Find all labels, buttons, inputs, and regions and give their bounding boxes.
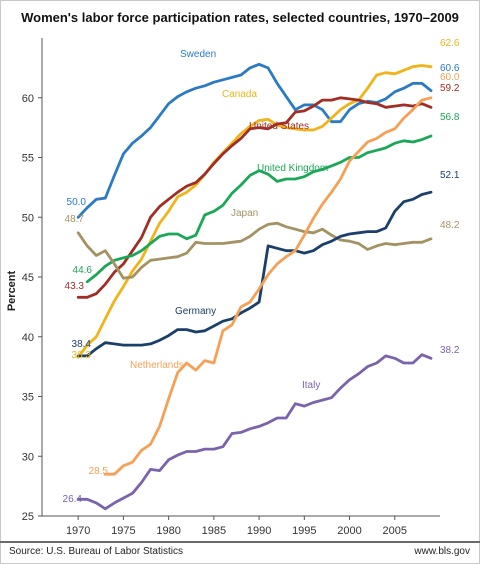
series-name-label-japan: Japan	[231, 208, 258, 219]
x-tick-label: 1985	[202, 525, 226, 537]
series-line-italy	[76, 353, 433, 511]
end-value-label-italy: 38.2	[440, 345, 460, 356]
x-tick-label: 1995	[292, 525, 316, 537]
series-line-sweden	[76, 62, 433, 219]
y-axis-title: Percent	[6, 270, 18, 311]
end-value-label-germany: 52.1	[440, 170, 460, 181]
series-name-label-sweden: Sweden	[180, 49, 216, 60]
x-tick-label: 1980	[156, 525, 180, 537]
footer-divider	[0, 541, 480, 543]
y-tick-label: 25	[22, 511, 34, 523]
series-line-japan	[76, 221, 433, 280]
y-tick-label: 55	[22, 153, 34, 165]
series-line-canada	[76, 64, 433, 359]
series-name-label-netherlands: Netherlands	[130, 360, 184, 371]
end-value-label-sweden: 60.6	[440, 63, 460, 74]
start-value-label-united-kingdom: 44.6	[73, 265, 93, 276]
series-line-germany	[76, 190, 433, 358]
y-tick-label: 40	[22, 332, 34, 344]
y-tick-label: 30	[22, 451, 34, 463]
start-value-label-sweden: 50.0	[67, 197, 87, 208]
start-value-label-united-states: 43.3	[65, 281, 85, 292]
series-name-label-united-kingdom: United Kingdom	[257, 163, 328, 174]
x-tick-label: 2005	[383, 525, 407, 537]
end-value-label-japan: 48.2	[440, 220, 460, 231]
series-line-united-kingdom	[85, 134, 433, 284]
site-url: www.bls.gov	[414, 546, 470, 557]
x-tick-label: 1970	[66, 525, 90, 537]
series-name-label-italy: Italy	[302, 380, 320, 391]
x-tick-label: 2000	[337, 525, 361, 537]
y-tick-label: 35	[22, 392, 34, 404]
end-value-label-united-states: 59.2	[440, 83, 460, 94]
series-name-label-united-states: United States	[249, 121, 309, 132]
end-value-label-canada: 62.6	[440, 38, 460, 49]
y-tick-label: 45	[22, 272, 34, 284]
y-tick-label: 50	[22, 212, 34, 224]
start-value-label-italy: 26.4	[63, 494, 83, 505]
series-line-united-states	[76, 96, 433, 299]
x-tick-label: 1990	[247, 525, 271, 537]
source-note: Source: U.S. Bureau of Labor Statistics	[9, 546, 183, 557]
series-line-netherlands	[103, 96, 433, 476]
start-value-label-netherlands: 28.5	[89, 466, 109, 477]
end-value-label-netherlands: 60.0	[440, 72, 460, 83]
y-tick-label: 60	[22, 93, 34, 105]
end-value-label-united-kingdom: 56.8	[440, 112, 460, 123]
x-tick-label: 1975	[111, 525, 135, 537]
start-value-label-germany: 38.4	[72, 339, 92, 350]
chart-title: Women's labor force participation rates,…	[21, 10, 459, 25]
series-name-label-germany: Germany	[175, 306, 216, 317]
start-value-label-japan: 48.7	[65, 214, 85, 225]
series-name-label-canada: Canada	[222, 89, 257, 100]
start-value-label-canada: 38.3	[72, 350, 92, 361]
